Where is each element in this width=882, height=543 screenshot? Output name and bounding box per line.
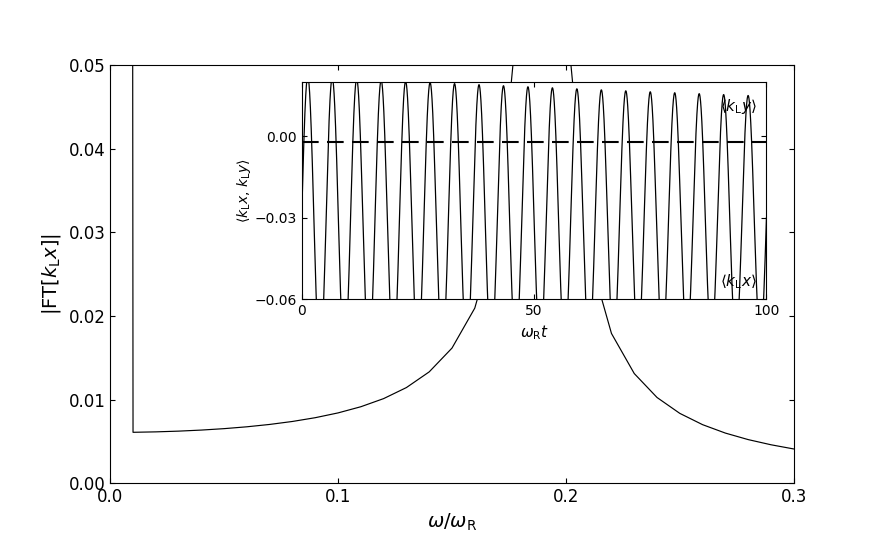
Text: $\langle k_{\mathrm{L}}x\rangle$: $\langle k_{\mathrm{L}}x\rangle$ bbox=[721, 272, 757, 291]
Y-axis label: $\langle k_{\mathrm{L}}x,\, k_{\mathrm{L}}y\rangle$: $\langle k_{\mathrm{L}}x,\, k_{\mathrm{L… bbox=[235, 158, 253, 223]
Y-axis label: $|\mathrm{FT}[k_{\mathrm{L}}x]|$: $|\mathrm{FT}[k_{\mathrm{L}}x]|$ bbox=[40, 233, 63, 315]
Text: $\langle k_{\mathrm{L}}y\rangle$: $\langle k_{\mathrm{L}}y\rangle$ bbox=[721, 97, 757, 116]
X-axis label: $\omega_{\mathrm{R}} t$: $\omega_{\mathrm{R}} t$ bbox=[519, 324, 549, 343]
X-axis label: $\omega/\omega_{\mathrm{R}}$: $\omega/\omega_{\mathrm{R}}$ bbox=[427, 512, 477, 533]
